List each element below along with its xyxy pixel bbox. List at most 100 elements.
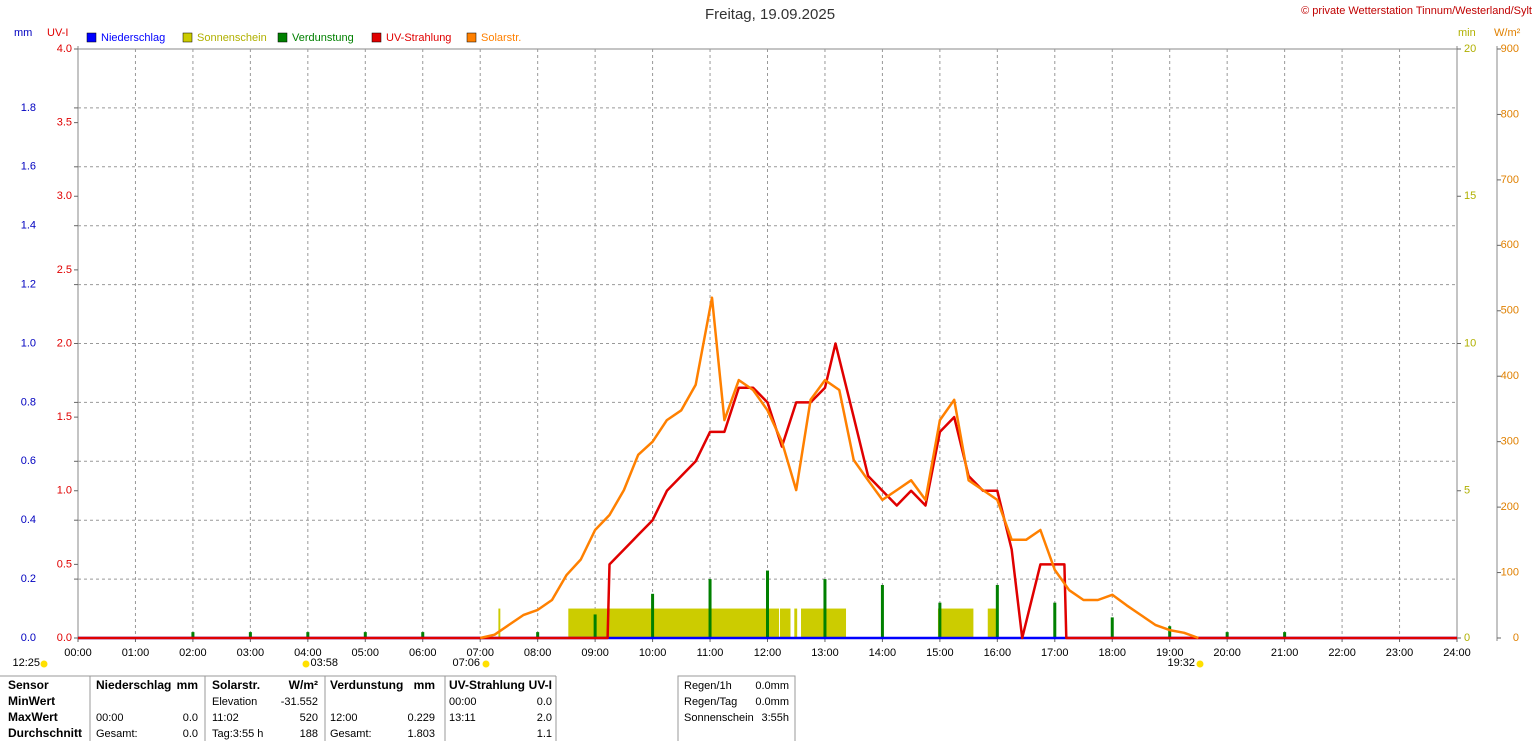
x-tick-label: 12:00 [754, 647, 782, 659]
series-line [78, 342, 1457, 640]
time-marker: 12:25 [12, 657, 40, 669]
legend-label: Solarstr. [481, 32, 521, 44]
evaporation-bar [1053, 602, 1057, 638]
legend-swatch [277, 32, 288, 43]
x-tick-label: 07:00 [466, 647, 494, 659]
y4-tick-label: 100 [1501, 566, 1519, 578]
evaporation-bar [593, 614, 597, 638]
evaporation-bar [536, 632, 540, 638]
chart-title: Freitag, 19.09.2025 [705, 6, 835, 23]
x-tick-label: 11:00 [697, 647, 724, 659]
time-marker: 03:58 [310, 657, 338, 669]
x-tick-label: 22:00 [1328, 647, 1356, 659]
legend-swatch [182, 32, 193, 43]
legend-swatch [86, 32, 97, 43]
evaporation-bar [938, 602, 942, 638]
sunshine-bar [937, 608, 974, 638]
table-cell: 0.0 [537, 696, 552, 708]
x-tick-label: 02:00 [179, 647, 207, 659]
table-cell: MaxWert [8, 710, 58, 724]
evaporation-bar [823, 579, 827, 638]
y-tick-label: 1.2 [21, 279, 36, 291]
time-marker: 07:06 [452, 657, 480, 669]
x-tick-label: 20:00 [1213, 647, 1241, 659]
evaporation-bar [651, 593, 655, 638]
table-header: Solarstr. [212, 678, 260, 692]
table-cell: 13:11 [449, 712, 476, 724]
table-cell: 00:00 [96, 712, 124, 724]
y2-tick-label: 4.0 [57, 43, 72, 55]
y2-tick-label: 1.0 [57, 485, 72, 497]
legend-swatch [466, 32, 477, 43]
table-cell: 0.0 [183, 728, 198, 740]
extra-label: Regen/Tag [684, 696, 737, 708]
table-cell: 1.803 [407, 728, 435, 740]
evaporation-bar [880, 584, 884, 638]
x-tick-label: 15:00 [926, 647, 954, 659]
marker-dot [1196, 660, 1204, 668]
table-cell: 188 [300, 728, 318, 740]
y-tick-label: 1.0 [21, 337, 36, 349]
x-tick-label: 18:00 [1098, 647, 1126, 659]
y-tick-label: 0.0 [21, 632, 36, 644]
y4-tick-label: 600 [1501, 239, 1519, 251]
extra-label: Sonnenschein [684, 712, 754, 724]
source: © private Wetterstation Tinnum/Westerlan… [1301, 5, 1532, 17]
x-tick-label: 17:00 [1041, 647, 1069, 659]
y3-tick-label: 20 [1464, 43, 1476, 55]
y2-tick-label: 0.0 [57, 632, 72, 644]
y-tick-label: 0.8 [21, 396, 36, 408]
x-tick-label: 10:00 [639, 647, 667, 659]
x-tick-label: 08:00 [524, 647, 552, 659]
table-cell: 520 [300, 712, 318, 724]
y3-axis-unit: min [1458, 27, 1476, 39]
y2-tick-label: 0.5 [57, 558, 72, 570]
y3-tick-label: 0 [1464, 632, 1470, 644]
y4-axis-unit: W/m² [1494, 27, 1521, 39]
evaporation-bar [995, 584, 999, 638]
sunshine-bar [568, 608, 779, 638]
legend-label: Sonnenschein [197, 32, 267, 44]
legend-swatch [371, 32, 382, 43]
extra-value: 3:55h [761, 712, 789, 724]
time-marker: 19:32 [1167, 657, 1195, 669]
y4-tick-label: 400 [1501, 370, 1519, 382]
table-cell: Tag:3:55 h [212, 728, 263, 740]
y4-tick-label: 800 [1501, 108, 1519, 120]
y-tick-label: 1.6 [21, 161, 36, 173]
table-cell: 2.0 [537, 712, 552, 724]
table-cell: Durchschnitt [8, 726, 82, 740]
table-cell: Gesamt: [96, 728, 138, 740]
sunshine-bar [987, 608, 998, 638]
y-tick-label: 0.4 [21, 514, 36, 526]
marker-dot [40, 660, 48, 668]
table-cell: 0.229 [407, 712, 435, 724]
sunshine-bar [498, 608, 501, 638]
evaporation-bar [1283, 632, 1287, 638]
table-cell: MinWert [8, 694, 55, 708]
extra-label: Regen/1h [684, 680, 732, 692]
extra-value: 0.0mm [755, 696, 789, 708]
table-header: mm [414, 678, 435, 692]
table-cell: 1.1 [537, 728, 552, 740]
sunshine-bar [794, 608, 798, 638]
table-cell: 12:00 [330, 712, 358, 724]
x-tick-label: 03:00 [237, 647, 265, 659]
x-tick-label: 13:00 [811, 647, 839, 659]
y4-tick-label: 200 [1501, 501, 1519, 513]
x-tick-label: 16:00 [984, 647, 1012, 659]
x-tick-label: 04:00 [294, 647, 322, 659]
evaporation-bar [1225, 632, 1229, 638]
y-tick-label: 1.4 [21, 220, 36, 232]
evaporation-bar [306, 632, 310, 638]
y-axis-unit: mm [14, 27, 32, 39]
evaporation-bar [766, 570, 769, 638]
y-tick-label: 0.6 [21, 455, 36, 467]
legend-label: Verdunstung [292, 32, 354, 44]
table-header: UV-I [529, 678, 552, 692]
table-header: W/m² [289, 678, 318, 692]
table-header: Sensor [8, 678, 49, 692]
evaporation-bar [708, 579, 712, 638]
x-tick-label: 24:00 [1443, 647, 1471, 659]
